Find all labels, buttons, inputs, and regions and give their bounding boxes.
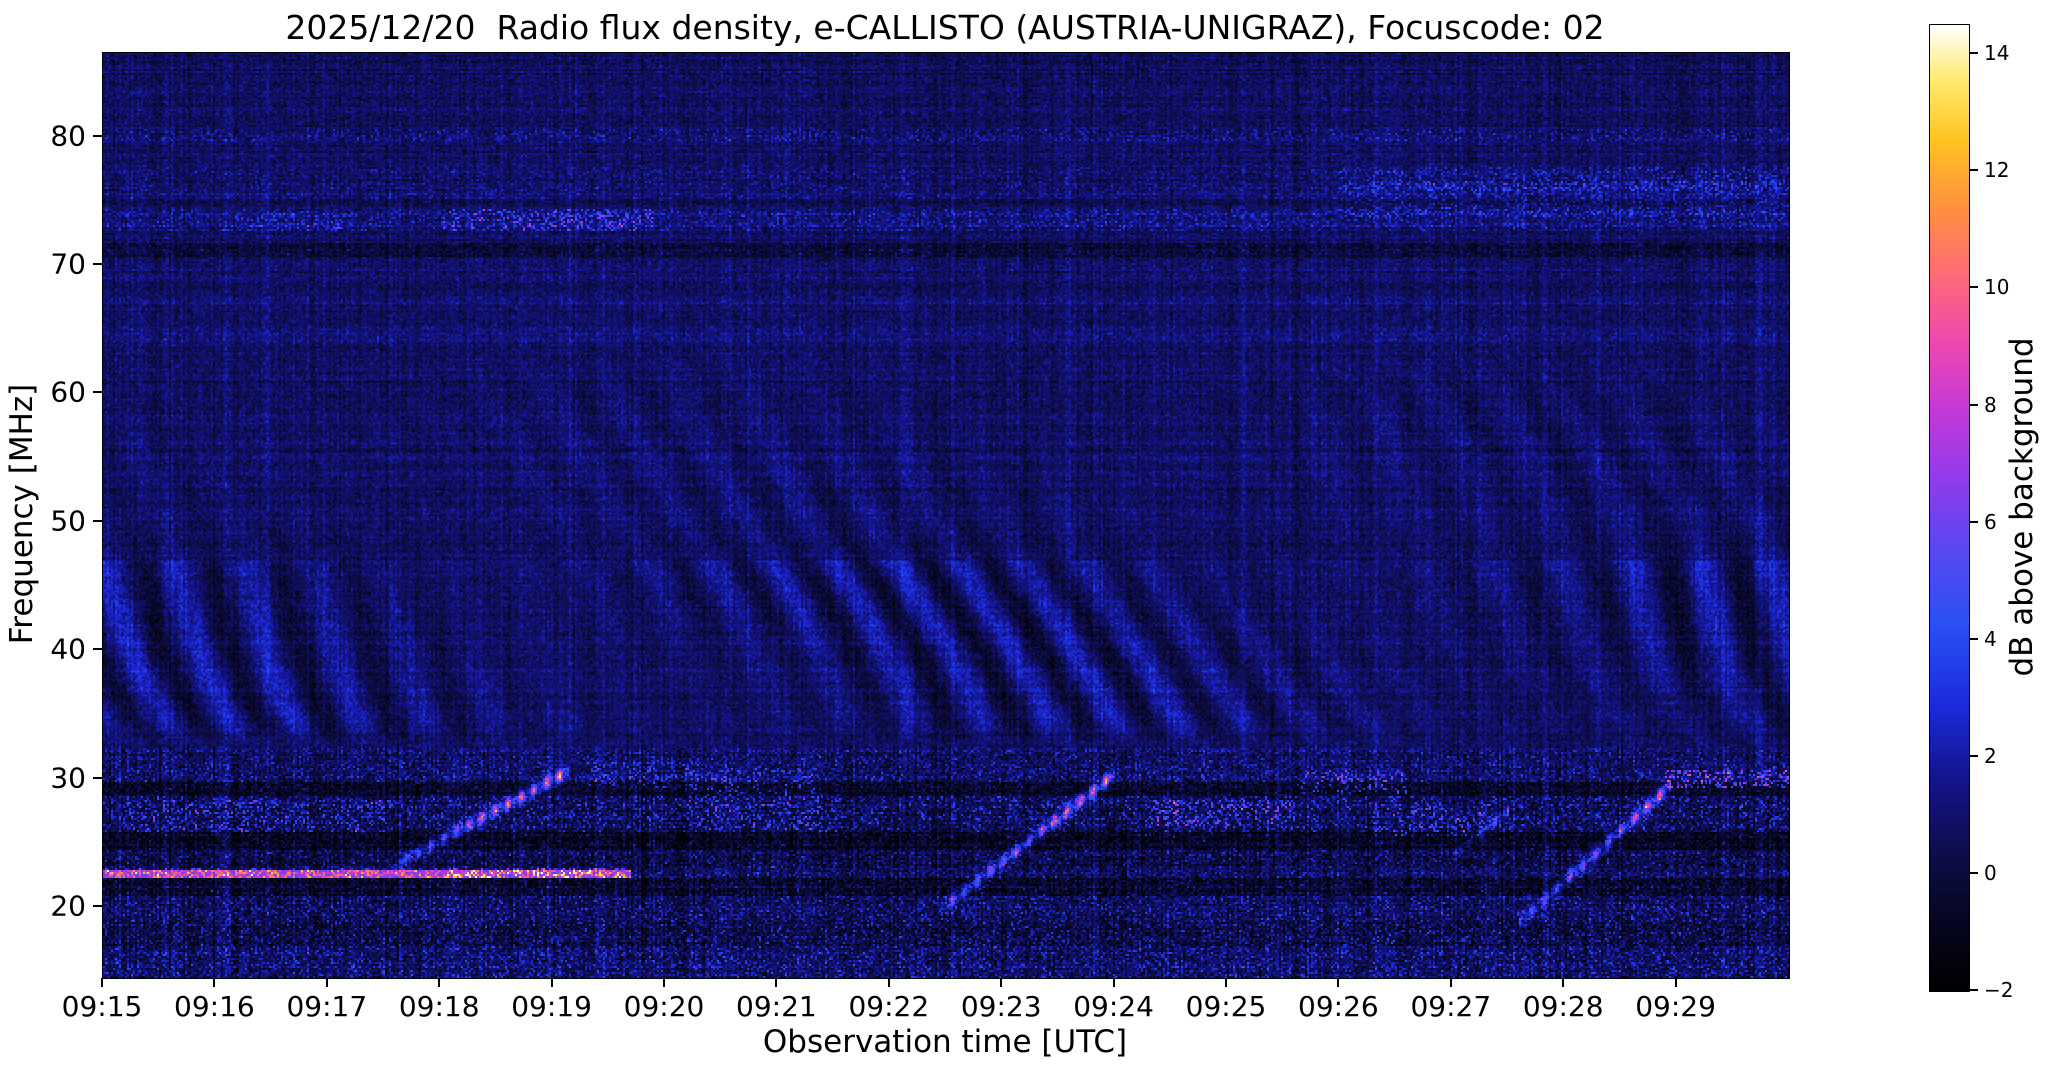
colorbar-tick-label: 10 [1984, 275, 2010, 300]
x-tick-label: 09:15 [61, 990, 143, 1023]
colorbar [1929, 24, 1970, 992]
x-tick-mark [325, 978, 328, 987]
colorbar-tick-label: 8 [1984, 392, 1997, 417]
y-tick-label: 30 [50, 761, 86, 795]
y-tick-label: 20 [50, 889, 86, 923]
y-tick-label: 80 [50, 119, 86, 152]
x-tick-label: 09:20 [623, 990, 705, 1023]
colorbar-tick-label: 14 [1984, 41, 2010, 66]
x-tick-mark [663, 978, 665, 987]
x-tick-label: 09:22 [848, 990, 930, 1023]
colorbar-tick-mark [1970, 286, 1978, 289]
colorbar-canvas [1930, 25, 1969, 991]
x-tick-mark [1000, 978, 1003, 987]
colorbar-tick-label: 0 [1984, 860, 1997, 885]
x-tick-label: 09:18 [398, 990, 480, 1023]
x-tick-mark [1562, 978, 1565, 987]
x-tick-label: 09:26 [1298, 990, 1379, 1023]
x-tick-label: 09:23 [960, 990, 1042, 1023]
colorbar-ticks: −2 0 2 4 6 8 10 12 14 [1970, 24, 2040, 1002]
y-tick-mark [93, 648, 102, 651]
x-tick-label: 09:28 [1522, 990, 1604, 1023]
x-tick-label: 09:29 [1635, 990, 1716, 1023]
colorbar-tick-label: 12 [1984, 158, 2010, 183]
y-tick-mark [93, 134, 102, 137]
colorbar-tick-mark [1970, 403, 1978, 406]
x-tick-mark [1112, 978, 1115, 987]
colorbar-tick-mark [1970, 754, 1978, 757]
colorbar-tick-mark [1970, 169, 1978, 172]
x-axis-ticks: 09:15 09:16 09:17 09:18 09:19 09:20 09:21 09:22… [62, 978, 1788, 1030]
x-tick-label: 09:17 [286, 990, 368, 1023]
colorbar-tick-label: 4 [1984, 626, 1997, 651]
colorbar-tick-label: −2 [1984, 978, 2014, 1002]
x-tick-mark [1225, 978, 1227, 987]
y-tick-label: 40 [50, 632, 86, 666]
y-tick-mark [93, 391, 102, 394]
spectrogram-canvas [103, 53, 1789, 978]
x-tick-mark [101, 978, 103, 987]
x-tick-mark [775, 978, 778, 987]
colorbar-label: dB above background [2004, 337, 2040, 677]
x-tick-mark [887, 978, 890, 987]
x-tick-label: 09:24 [1073, 990, 1154, 1023]
colorbar-tick-mark [1970, 52, 1978, 55]
colorbar-tick-mark [1970, 871, 1978, 874]
x-axis-label: Observation time [UTC] [762, 1024, 1128, 1060]
x-tick-mark [1449, 978, 1452, 987]
y-tick-label: 50 [50, 504, 86, 538]
x-tick-mark [550, 978, 553, 987]
colorbar-tick-label: 2 [1984, 743, 1997, 768]
x-tick-label: 09:21 [736, 990, 817, 1023]
y-tick-label: 70 [50, 247, 86, 281]
x-tick-mark [1674, 978, 1677, 987]
colorbar-tick-mark [1970, 989, 1978, 991]
y-tick-mark [93, 905, 102, 908]
x-tick-mark [438, 978, 441, 987]
colorbar-tick-label: 6 [1984, 509, 1997, 534]
plot-area [102, 52, 1790, 979]
y-tick-mark [93, 776, 102, 779]
y-tick-label: 60 [50, 375, 86, 409]
x-tick-label: 09:19 [511, 990, 592, 1023]
x-tick-mark [1337, 978, 1340, 987]
x-tick-label: 09:25 [1185, 990, 1267, 1023]
x-tick-label: 09:27 [1410, 990, 1492, 1023]
y-tick-mark [93, 262, 102, 265]
y-axis-ticks: 20 30 40 50 60 70 80 [0, 52, 102, 977]
x-tick-mark [213, 978, 216, 987]
chart-title: 2025/12/20 Radio flux density, e-CALLIST… [285, 8, 1605, 47]
colorbar-tick-mark [1970, 520, 1978, 523]
x-tick-label: 09:16 [174, 990, 255, 1023]
colorbar-tick-mark [1970, 637, 1978, 640]
y-tick-mark [93, 519, 102, 522]
